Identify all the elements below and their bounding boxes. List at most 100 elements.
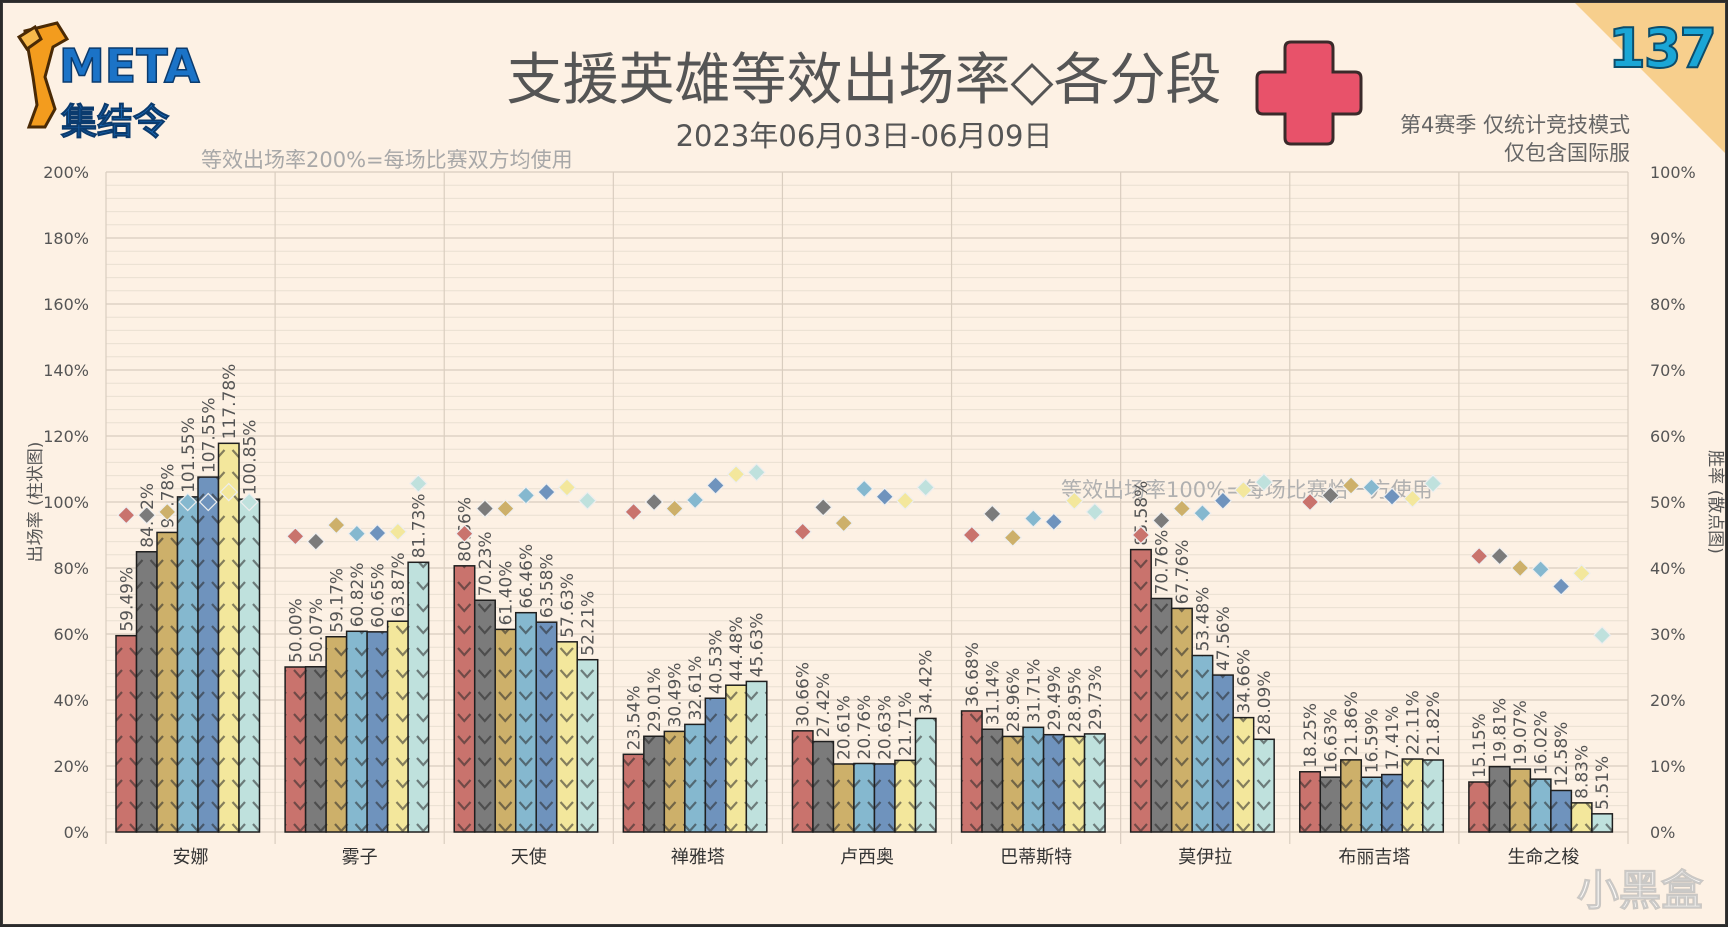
bar — [1042, 733, 1065, 833]
bar-value-label: 18.25% — [1301, 703, 1321, 768]
win-rate-point — [1531, 559, 1550, 579]
bar-value-label: 59.49% — [117, 567, 137, 632]
support-cross-icon — [1255, 40, 1363, 146]
bar-value-label: 70.23% — [476, 531, 496, 596]
bar-scatter-chart: 0% 20% 40% 60% 80% 100% 120% 140% 160% 180% 200% 0%… — [26, 163, 1725, 868]
bar-value-label: 66.46% — [517, 544, 537, 609]
bar-value-label: 29.49% — [1045, 666, 1065, 731]
category-label: 莫伊拉 — [1178, 847, 1232, 868]
y-tick-label-right: 10% — [1650, 757, 1686, 776]
win-rate-point — [1300, 492, 1320, 512]
bar-value-label: 117.78% — [220, 364, 240, 440]
win-rate-point — [875, 487, 895, 507]
category-label: 卢西奥 — [840, 847, 894, 868]
bar — [115, 634, 138, 833]
bar — [1360, 776, 1383, 833]
bar — [135, 551, 158, 833]
note-server: 仅包含国际服 — [1504, 141, 1630, 165]
bar — [217, 442, 240, 833]
bar — [514, 611, 537, 833]
bar-value-label: 85.58% — [1132, 481, 1152, 546]
bar — [1191, 654, 1214, 833]
bar — [473, 599, 496, 833]
y-tick-label-left: 200% — [43, 163, 89, 182]
win-rate-point — [895, 491, 915, 511]
category-label: 巴蒂斯特 — [1000, 847, 1072, 868]
bar — [366, 631, 389, 833]
win-rate-point — [1510, 558, 1530, 578]
bar — [894, 759, 917, 833]
bar — [345, 630, 368, 833]
y-tick-label-left: 60% — [53, 625, 89, 644]
y-tick-label-left: 140% — [43, 361, 89, 380]
logo-sub-text: 集结令 — [60, 102, 170, 144]
bar — [1570, 802, 1593, 833]
win-rate-point — [1382, 487, 1402, 507]
bar — [1550, 789, 1573, 833]
bar — [535, 621, 558, 833]
category-label: 安娜 — [173, 847, 209, 868]
chart-subtitle: 2023年06月03日-06月09日 — [675, 119, 1053, 153]
bar-value-label: 16.59% — [1363, 708, 1383, 773]
bar-value-label: 45.63% — [748, 613, 768, 678]
bar — [156, 531, 179, 833]
win-rate-point — [496, 499, 515, 518]
win-rate-point — [409, 474, 428, 493]
bar — [1299, 771, 1322, 833]
y-axis-title-left: 出场率 (柱状图) — [26, 442, 46, 563]
y-tick-label-right: 60% — [1650, 427, 1686, 446]
win-rate-point — [1003, 528, 1023, 547]
win-rate-point — [1254, 472, 1274, 492]
win-rate-point — [578, 491, 597, 511]
bar — [1468, 781, 1491, 833]
bar — [684, 723, 707, 833]
bar-value-label: 59.17% — [327, 568, 347, 633]
bar-value-label: 5.51% — [1593, 756, 1613, 810]
bar — [704, 697, 727, 833]
win-rate-point — [1152, 511, 1171, 530]
win-rate-point — [1341, 476, 1361, 495]
bar — [914, 717, 937, 833]
bar-value-label: 32.61% — [686, 656, 706, 721]
win-rate-point — [306, 532, 326, 551]
bar — [1150, 597, 1173, 833]
win-rate-point — [1044, 512, 1064, 532]
win-rate-point — [813, 497, 833, 517]
bar-value-label: 63.87% — [389, 552, 409, 617]
bar-value-label: 36.68% — [963, 642, 983, 707]
bar-value-label: 17.41% — [1383, 706, 1403, 771]
bar-value-label: 31.71% — [1024, 659, 1044, 724]
win-rate-point — [1213, 491, 1233, 511]
bar-value-label: 100.85% — [240, 420, 260, 496]
bar — [873, 763, 896, 833]
bar — [643, 735, 666, 833]
note-season: 第4赛季 仅统计竞技模式 — [1399, 113, 1630, 137]
bar — [853, 762, 876, 833]
bar-value-label: 57.63% — [558, 573, 578, 638]
bar — [1211, 674, 1234, 833]
bar — [1509, 768, 1532, 833]
bar — [238, 498, 261, 833]
bar — [981, 728, 1004, 833]
y-tick-label-right: 80% — [1650, 295, 1686, 314]
chart-title: 支援英雄等效出场率◇各分段 — [506, 48, 1222, 113]
win-rate-point — [327, 515, 346, 535]
win-rate-point — [1362, 478, 1381, 497]
win-rate-point — [665, 499, 684, 518]
win-rate-point — [916, 478, 936, 497]
y-tick-label-left: 160% — [43, 295, 89, 314]
bar — [791, 730, 814, 833]
y-tick-label-right: 40% — [1650, 559, 1686, 578]
category-label: 天使 — [511, 847, 547, 868]
bar-value-label: 30.66% — [794, 662, 814, 727]
bar — [386, 620, 409, 833]
win-rate-point — [116, 505, 136, 525]
bar-value-label: 19.81% — [1491, 698, 1511, 763]
y-tick-label-left: 100% — [43, 493, 89, 512]
trophy-icon — [16, 21, 70, 129]
bar-value-label: 30.49% — [666, 663, 686, 728]
bar — [832, 763, 855, 833]
bar — [284, 666, 307, 833]
bar — [197, 476, 220, 833]
